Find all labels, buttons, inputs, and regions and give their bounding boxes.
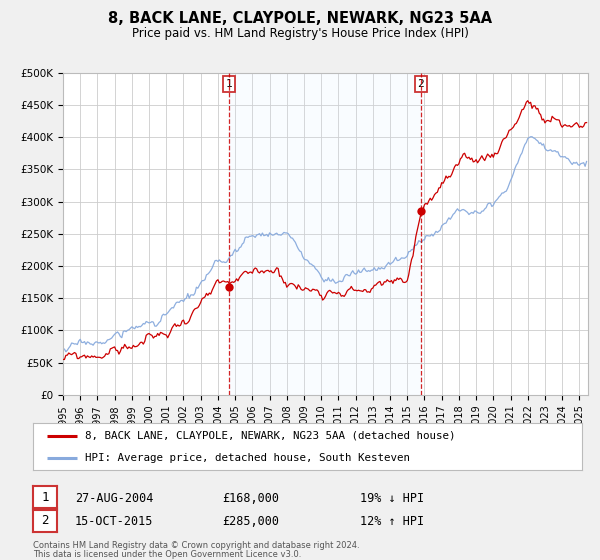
Text: 2: 2 [418,79,424,89]
Text: £285,000: £285,000 [222,515,279,529]
Text: 8, BACK LANE, CLAYPOLE, NEWARK, NG23 5AA (detached house): 8, BACK LANE, CLAYPOLE, NEWARK, NG23 5AA… [85,431,455,441]
Bar [229,73,421,395]
Text: 19% ↓ HPI: 19% ↓ HPI [360,492,424,505]
Text: Contains HM Land Registry data © Crown copyright and database right 2024.: Contains HM Land Registry data © Crown c… [33,541,359,550]
Text: 8, BACK LANE, CLAYPOLE, NEWARK, NG23 5AA: 8, BACK LANE, CLAYPOLE, NEWARK, NG23 5AA [108,11,492,26]
Text: 27-AUG-2004: 27-AUG-2004 [75,492,154,505]
Text: 1: 1 [41,491,49,504]
Text: HPI: Average price, detached house, South Kesteven: HPI: Average price, detached house, Sout… [85,452,410,463]
Text: This data is licensed under the Open Government Licence v3.0.: This data is licensed under the Open Gov… [33,550,301,559]
Text: Price paid vs. HM Land Registry's House Price Index (HPI): Price paid vs. HM Land Registry's House … [131,27,469,40]
Text: 2: 2 [41,514,49,528]
Text: £168,000: £168,000 [222,492,279,505]
Text: 12% ↑ HPI: 12% ↑ HPI [360,515,424,529]
Text: 1: 1 [226,79,232,89]
Text: 15-OCT-2015: 15-OCT-2015 [75,515,154,529]
